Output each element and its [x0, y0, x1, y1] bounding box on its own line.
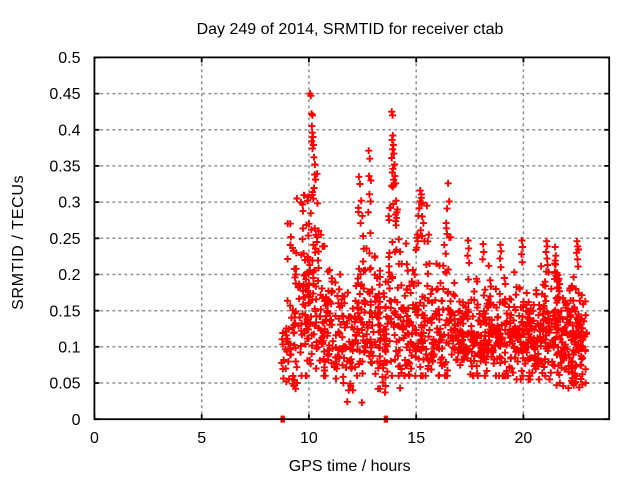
svg-text:5: 5	[197, 430, 206, 447]
svg-text:SRMTID / TECUs: SRMTID / TECUs	[10, 175, 27, 310]
svg-text:15: 15	[407, 430, 425, 447]
svg-text:0.45: 0.45	[49, 86, 80, 103]
svg-text:0.3: 0.3	[58, 195, 80, 212]
svg-text:0.4: 0.4	[58, 122, 80, 139]
svg-text:0.25: 0.25	[49, 231, 80, 248]
svg-text:0.05: 0.05	[49, 376, 80, 393]
svg-text:Day 249 of 2014, SRMTID for re: Day 249 of 2014, SRMTID for receiver cta…	[197, 21, 504, 38]
svg-text:GPS time / hours: GPS time / hours	[289, 458, 411, 475]
svg-text:0.5: 0.5	[58, 50, 80, 67]
svg-text:0: 0	[72, 412, 81, 429]
svg-text:20: 20	[515, 430, 533, 447]
svg-text:0: 0	[90, 430, 99, 447]
svg-text:10: 10	[300, 430, 318, 447]
svg-text:0.1: 0.1	[58, 339, 80, 356]
svg-text:0.15: 0.15	[49, 303, 80, 320]
svg-text:0.2: 0.2	[58, 267, 80, 284]
svg-text:0.35: 0.35	[49, 159, 80, 176]
